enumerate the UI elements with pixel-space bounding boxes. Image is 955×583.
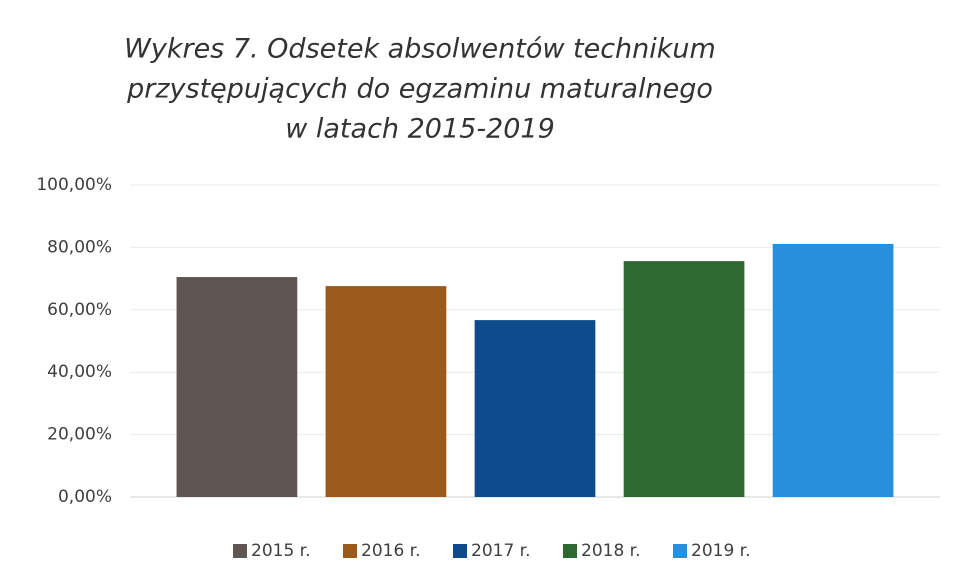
y-tick-label: 0,00% xyxy=(58,487,112,507)
legend-label: 2017 r. xyxy=(471,541,531,561)
legend-swatch xyxy=(233,544,247,558)
chart-title: przystępujących do egzaminu maturalnego xyxy=(126,74,713,105)
legend-label: 2015 r. xyxy=(251,541,311,561)
y-tick-label: 60,00% xyxy=(47,300,112,320)
legend-swatch xyxy=(343,544,357,558)
bar xyxy=(176,277,298,497)
legend-swatch xyxy=(563,544,577,558)
bar xyxy=(623,261,745,497)
y-tick-label: 20,00% xyxy=(47,425,112,445)
legend-label: 2018 r. xyxy=(581,541,641,561)
legend-label: 2019 r. xyxy=(691,541,751,561)
chart-title: w latach 2015-2019 xyxy=(285,114,555,145)
bar xyxy=(325,286,447,497)
bar xyxy=(772,243,894,497)
y-tick-label: 100,00% xyxy=(36,175,112,195)
y-tick-label: 80,00% xyxy=(47,237,112,257)
y-tick-label: 40,00% xyxy=(47,362,112,382)
chart-title: Wykres 7. Odsetek absolwentów technikum xyxy=(124,34,716,65)
legend-label: 2016 r. xyxy=(361,541,421,561)
bar xyxy=(474,320,596,497)
legend-swatch xyxy=(673,544,687,558)
legend-swatch xyxy=(453,544,467,558)
